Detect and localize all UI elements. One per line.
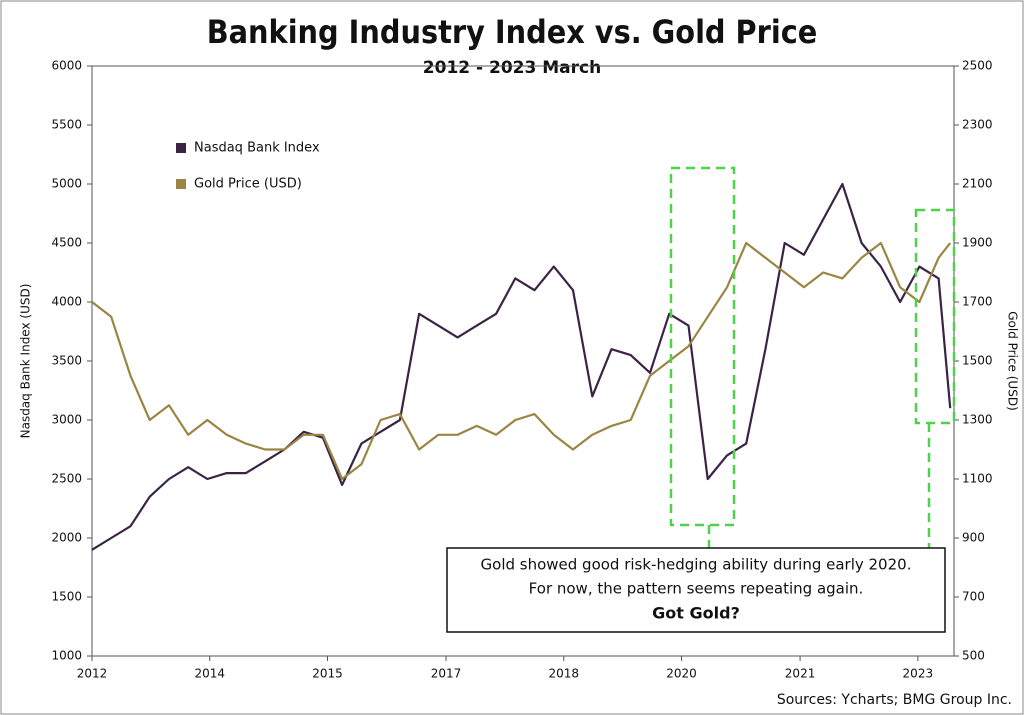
y-tick-label: 1000 [51, 649, 82, 663]
y2-tick-label: 2500 [962, 59, 993, 73]
y-tick-label: 4500 [51, 236, 82, 250]
y-tick-label: 3000 [51, 413, 82, 427]
legend-label: Gold Price (USD) [194, 177, 302, 192]
y2-tick-label: 900 [962, 531, 985, 545]
annotation-box [446, 547, 946, 633]
y-tick-label: 4000 [51, 295, 82, 309]
y-tick-label: 6000 [51, 59, 82, 73]
source-note: Sources: Ycharts; BMG Group Inc. [777, 692, 1012, 708]
plot-area: 1000 1500 2000 2500 3000 3500 4000 4500 5000 5500… [51, 59, 992, 681]
x-tick-label: 2018 [549, 667, 580, 681]
y2-tick-label: 1300 [962, 413, 993, 427]
x-tick-label: 2017 [431, 667, 462, 681]
y2-tick-label: 2100 [962, 177, 993, 191]
y-tick-label: 1500 [51, 590, 82, 604]
y2-tick-label: 1900 [962, 236, 993, 250]
y2-tick-label: 500 [962, 649, 985, 663]
legend-swatch [176, 179, 186, 189]
annotation-text: For now, the pattern seems repeating aga… [529, 580, 864, 598]
x-tick-label: 2020 [666, 667, 697, 681]
y2-tick-label: 2300 [962, 118, 993, 132]
highlight-2020 [669, 166, 736, 527]
y2-tick-label: 1500 [962, 354, 993, 368]
highlight-2023 [914, 208, 956, 425]
y2-axis-title: Gold Price (USD) [1006, 311, 1020, 411]
x-tick-label: 2021 [785, 667, 816, 681]
x-tick-label: 2015 [312, 667, 343, 681]
annotation-text: Got Gold? [652, 604, 740, 623]
legend-label: Nasdaq Bank Index [194, 141, 320, 156]
y-axis-title: Nasdaq Bank Index (USD) [19, 284, 33, 439]
annotation-text: Gold showed good risk-hedging ability du… [481, 556, 912, 574]
y2-tick-label: 1700 [962, 295, 993, 309]
y-tick-label: 3500 [51, 354, 82, 368]
y2-tick-label: 1100 [962, 472, 993, 486]
y-tick-label: 2000 [51, 531, 82, 545]
series-line [91, 182, 952, 551]
y-tick-label: 5000 [51, 177, 82, 191]
x-tick-label: 2023 [903, 667, 934, 681]
y-tick-label: 2500 [51, 472, 82, 486]
series-line [91, 241, 952, 481]
y2-tick-label: 700 [962, 590, 985, 604]
legend-swatch [176, 143, 186, 153]
y-tick-label: 5500 [51, 118, 82, 132]
chart-subtitle: 2012 - 2023 March [423, 58, 601, 78]
highlight-boxes [669, 166, 956, 548]
x-tick-label: 2012 [77, 667, 108, 681]
chart-title: Banking Industry Index vs. Gold Price [207, 13, 818, 51]
x-tick-label: 2014 [194, 667, 225, 681]
